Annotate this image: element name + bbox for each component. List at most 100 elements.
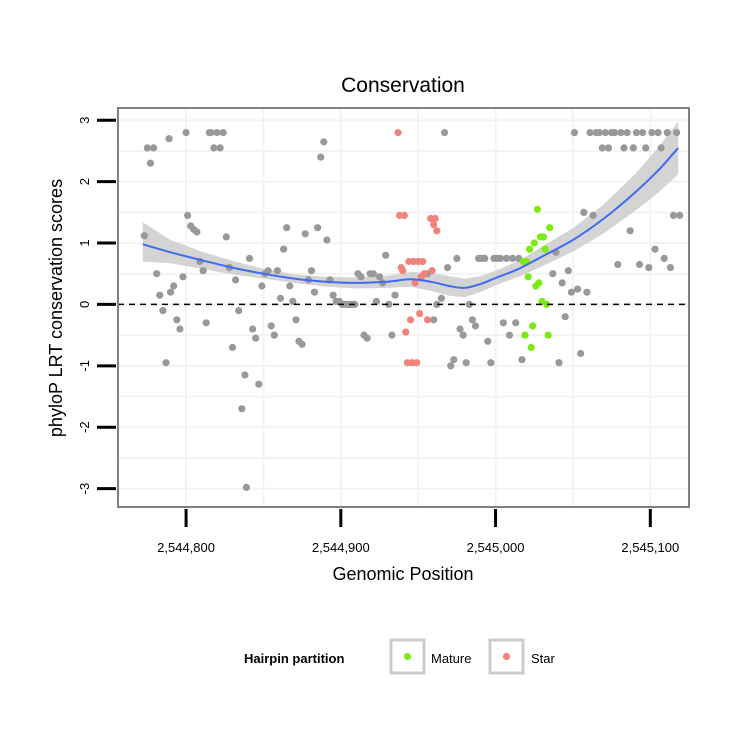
point-other: [660, 254, 668, 262]
point-other: [549, 270, 557, 278]
point-other: [632, 129, 641, 137]
point-star: [433, 227, 441, 235]
point-other: [440, 129, 449, 137]
point-other: [156, 291, 164, 299]
point-other: [433, 300, 441, 308]
point-other: [391, 291, 399, 299]
x-tick-label: 2,545,000: [467, 540, 525, 555]
point-other: [216, 144, 224, 152]
legend-swatch-star: [502, 652, 511, 661]
point-other: [286, 282, 294, 290]
point-other: [235, 307, 243, 315]
point-other: [228, 343, 237, 351]
point-other: [629, 144, 637, 152]
point-other: [292, 316, 300, 324]
point-other: [310, 288, 319, 296]
point-other: [437, 294, 445, 302]
point-other: [508, 254, 517, 262]
point-other: [617, 129, 625, 137]
point-other: [307, 267, 315, 275]
point-other: [611, 129, 619, 137]
point-mature: [529, 322, 537, 330]
y-tick-label: 2: [77, 178, 92, 185]
point-other: [170, 282, 178, 290]
point-other: [453, 254, 461, 262]
point-star: [394, 129, 402, 137]
scatter-points: [140, 129, 684, 491]
y-tick-label: 1: [77, 239, 92, 246]
point-other: [179, 273, 187, 281]
point-star: [402, 328, 410, 336]
point-mature: [533, 205, 542, 213]
point-other: [430, 316, 438, 324]
legend-label-star: Star: [531, 651, 556, 666]
point-other: [280, 245, 288, 253]
x-axis-label: Genomic Position: [332, 564, 473, 584]
point-other: [614, 260, 622, 269]
point-other: [289, 297, 297, 305]
point-star: [423, 316, 432, 324]
point-other: [140, 232, 148, 240]
y-tick-label: 0: [77, 301, 92, 308]
point-star: [419, 257, 427, 266]
point-star: [399, 267, 407, 275]
point-other: [202, 319, 210, 327]
point-mature: [541, 245, 549, 253]
point-other: [626, 227, 634, 235]
point-other: [648, 129, 656, 137]
point-mature: [544, 331, 552, 339]
point-other: [385, 300, 393, 308]
point-other: [150, 144, 158, 152]
point-other: [207, 129, 215, 137]
point-other: [654, 129, 662, 137]
point-other: [222, 233, 230, 241]
point-other: [182, 129, 190, 137]
point-other: [502, 254, 510, 262]
point-star: [416, 310, 424, 318]
point-other: [375, 273, 384, 281]
y-tick-label: -3: [77, 483, 92, 495]
point-other: [558, 279, 566, 287]
point-other: [595, 129, 603, 137]
legend-title: Hairpin partition: [244, 651, 344, 666]
point-other: [567, 288, 576, 296]
point-other: [146, 159, 155, 167]
point-other: [462, 359, 470, 367]
point-other: [642, 144, 650, 152]
point-other: [213, 129, 221, 137]
point-other: [193, 228, 201, 236]
point-star: [431, 214, 439, 223]
point-other: [487, 359, 495, 367]
point-other: [589, 211, 597, 219]
point-other: [298, 340, 306, 348]
point-other: [173, 316, 181, 324]
point-other: [481, 254, 489, 262]
point-star: [406, 316, 415, 324]
point-other: [586, 129, 594, 137]
point-other: [471, 322, 480, 330]
point-other: [676, 211, 684, 219]
point-other: [635, 260, 644, 269]
legend: Hairpin partition Mature Star: [244, 638, 556, 675]
point-other: [604, 144, 613, 152]
point-other: [496, 254, 504, 262]
point-other: [577, 349, 585, 358]
point-other: [645, 264, 653, 272]
point-other: [450, 356, 458, 364]
point-other: [176, 325, 184, 333]
point-other: [264, 267, 272, 275]
point-other: [162, 359, 170, 367]
point-mature: [535, 279, 543, 287]
point-mature: [524, 273, 532, 281]
point-star: [411, 279, 419, 287]
legend-item-star: Star: [488, 638, 556, 675]
point-other: [255, 380, 263, 388]
legend-label-mature: Mature: [431, 651, 471, 666]
point-other: [669, 211, 678, 219]
point-other: [651, 245, 659, 253]
point-mature: [530, 239, 538, 247]
point-other: [184, 211, 192, 219]
point-other: [165, 135, 173, 143]
point-mature: [543, 300, 551, 308]
point-other: [301, 230, 309, 238]
